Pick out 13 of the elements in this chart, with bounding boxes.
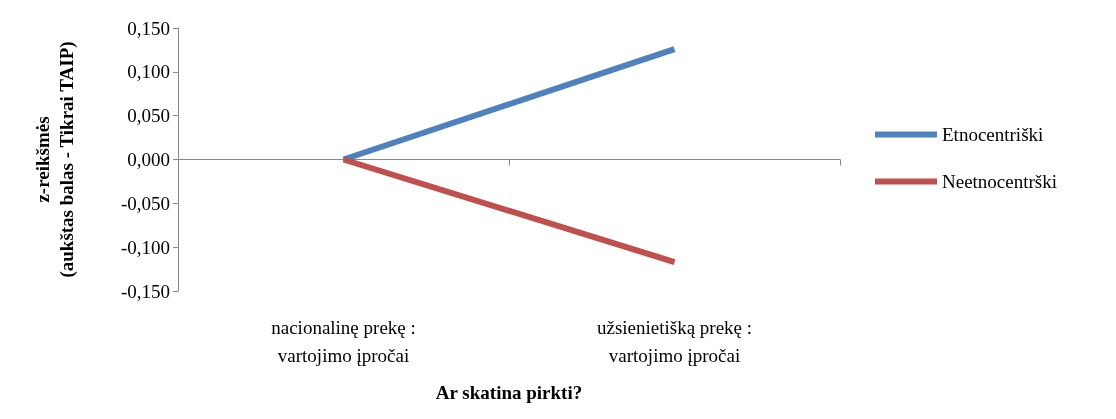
x-tick-label: nacionalinę prekę : vartojimo įpročai <box>271 316 416 366</box>
legend-label: Etnocentriški <box>942 124 1044 145</box>
y-tick-label: -0,150 <box>120 280 170 302</box>
y-tick-label: -0,100 <box>120 236 170 258</box>
y-tick-label: -0,050 <box>120 192 170 214</box>
y-tick-label: 0,100 <box>127 61 170 83</box>
y-tick-label: 0,000 <box>127 149 170 170</box>
y-tick-label: 0,150 <box>127 17 170 39</box>
x-tick-label: užsienietišką prekę : vartojimo įpročai <box>596 316 753 366</box>
x-axis-title: Ar skatina pirkti? <box>435 382 583 403</box>
y-tick-label: 0,050 <box>127 105 170 127</box>
y-axis-title: z-reikšmės (aukštas balas - Tikrai TAIP) <box>31 41 78 278</box>
legend-label: Neetnocentrški <box>942 171 1058 192</box>
